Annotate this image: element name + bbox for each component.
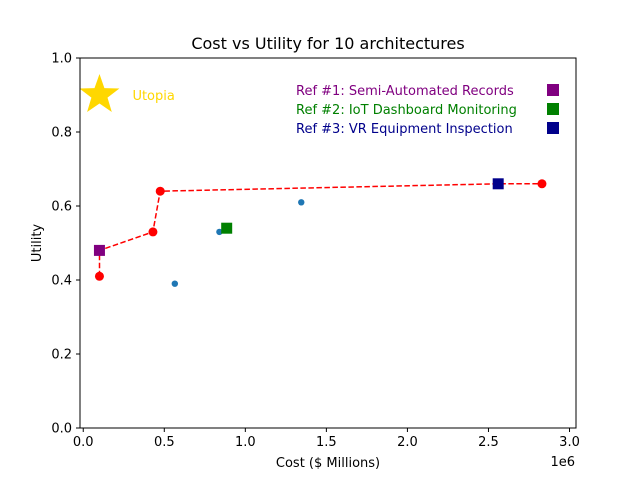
x-tick-label: 1.0 bbox=[235, 435, 256, 450]
plot-area: 0.0 0.5 1.0 1.5 2.0 2.5 3.0 0.0 0.2 0.4 0.6 0.8 1.0… bbox=[51, 52, 580, 451]
utopia-star bbox=[79, 74, 120, 112]
x-tick-label: 1.5 bbox=[316, 435, 337, 450]
x-axis-ticks: 0.0 0.5 1.0 1.5 2.0 2.5 3.0 bbox=[73, 428, 580, 450]
reference-marker bbox=[221, 222, 233, 234]
y-tick-label: 0.2 bbox=[51, 348, 72, 363]
architecture-points bbox=[171, 199, 305, 287]
x-axis-label: Cost ($ Millions) bbox=[276, 456, 380, 471]
plot-background bbox=[80, 58, 576, 428]
utopia-marker: Utopia bbox=[79, 74, 175, 112]
x-axis-offset-label: 1e6 bbox=[550, 455, 575, 470]
legend: Ref #1: Semi-Automated Records Ref #2: Io… bbox=[296, 84, 559, 137]
reference-markers bbox=[93, 178, 504, 256]
reference-marker bbox=[492, 178, 504, 190]
y-tick-label: 0.6 bbox=[51, 200, 72, 215]
plot-border bbox=[79, 57, 577, 429]
pareto-points bbox=[94, 179, 547, 281]
legend-label: Ref #1: Semi-Automated Records bbox=[296, 84, 514, 99]
reference-marker bbox=[93, 244, 105, 256]
architecture-point bbox=[298, 199, 305, 206]
pareto-line bbox=[98, 183, 542, 277]
legend-label: Ref #3: VR Equipment Inspection bbox=[296, 122, 513, 137]
chart-title: Cost vs Utility for 10 architectures bbox=[191, 34, 464, 53]
x-tick-label: 2.5 bbox=[478, 435, 499, 450]
pareto-point bbox=[537, 179, 547, 189]
legend-swatch bbox=[547, 122, 559, 134]
y-axis-label: Utility bbox=[30, 224, 45, 263]
y-axis-ticks: 0.0 0.2 0.4 0.6 0.8 1.0 bbox=[51, 52, 80, 437]
utopia-label: Utopia bbox=[132, 89, 174, 104]
pareto-point bbox=[148, 227, 158, 237]
x-tick-label: 2.0 bbox=[397, 435, 418, 450]
legend-swatch bbox=[547, 84, 559, 96]
architecture-point bbox=[216, 228, 223, 236]
architecture-point bbox=[171, 280, 179, 287]
pareto-point bbox=[155, 186, 165, 196]
legend-swatch bbox=[547, 103, 559, 115]
x-tick-label: 0.5 bbox=[154, 435, 175, 450]
x-tick-label: 0.0 bbox=[73, 435, 94, 450]
pareto-point bbox=[94, 271, 104, 281]
pareto-front-line bbox=[98, 183, 542, 277]
y-tick-label: 0.8 bbox=[51, 126, 72, 141]
y-tick-label: 0.0 bbox=[51, 422, 72, 437]
y-tick-label: 0.4 bbox=[51, 274, 72, 289]
x-tick-label: 3.0 bbox=[559, 435, 580, 450]
y-tick-label: 1.0 bbox=[51, 52, 72, 67]
legend-label: Ref #2: IoT Dashboard Monitoring bbox=[296, 103, 517, 118]
